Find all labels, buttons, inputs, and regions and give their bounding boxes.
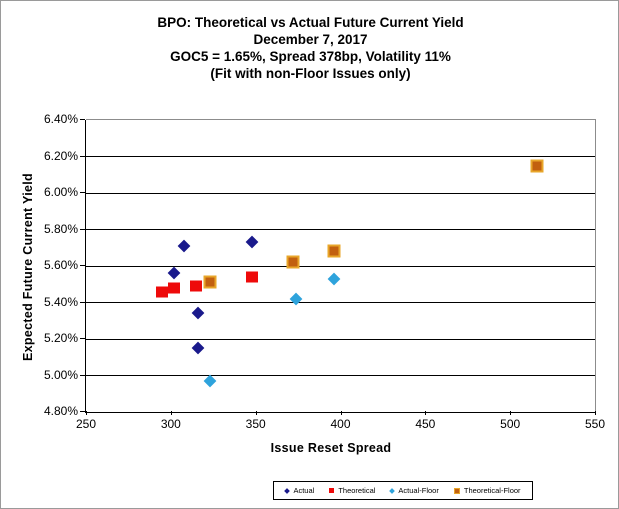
data-point-theoretical	[246, 271, 259, 283]
data-point-theoretical-floor	[530, 159, 544, 173]
theoretical-marker-icon	[329, 488, 335, 493]
x-tick-label: 300	[160, 417, 181, 431]
data-point-theoretical	[156, 286, 169, 298]
x-axis-line	[85, 412, 595, 413]
data-point-actual	[178, 239, 191, 253]
x-tick-label: 500	[500, 417, 521, 431]
x-axis-tick	[170, 411, 172, 415]
data-point-theoretical	[190, 280, 203, 292]
y-tick-label: 5.00%	[43, 367, 78, 382]
data-point-actual-floor	[203, 374, 217, 388]
y-tick-label: 5.40%	[43, 294, 78, 309]
legend: Actual Theoretical Actual-Floor Theoretical…	[273, 481, 533, 500]
actual-marker-icon	[284, 487, 291, 494]
x-axis-tick	[425, 411, 427, 415]
gridline	[86, 302, 595, 303]
actual-floor-marker-icon	[389, 487, 396, 494]
y-axis-tick	[80, 338, 85, 339]
data-point-actual	[191, 341, 205, 355]
data-point-theoretical-floor	[327, 244, 341, 258]
chart-title: BPO: Theoretical vs Actual Future Curren…	[157, 15, 464, 30]
x-axis-tick	[510, 411, 512, 415]
legend-item-actual: Actual	[284, 486, 315, 495]
x-axis-tick	[340, 411, 342, 415]
data-point-theoretical	[168, 282, 181, 294]
legend-label: Theoretical-Floor	[463, 486, 521, 495]
x-axis-tick	[86, 411, 87, 415]
legend-label: Theoretical	[338, 486, 376, 495]
data-point-actual-floor	[327, 272, 341, 286]
y-tick-label: 5.80%	[43, 221, 78, 236]
x-tick-label: 550	[584, 417, 606, 431]
y-axis-tick	[80, 301, 85, 303]
legend-item-actual-floor: Actual-Floor	[389, 486, 439, 495]
x-axis-title: Issue Reset Spread	[270, 441, 392, 455]
x-tick-label: 400	[330, 417, 351, 431]
y-axis-tick	[80, 119, 85, 120]
gridline	[86, 156, 595, 157]
chart-subtitle-date: December 7, 2017	[253, 32, 368, 47]
x-tick-label: 450	[415, 417, 436, 431]
y-axis-line	[85, 120, 86, 412]
gridline	[86, 265, 595, 267]
gridline	[86, 375, 595, 376]
legend-item-theoretical-floor: Theoretical-Floor	[453, 486, 521, 495]
gridline	[86, 338, 595, 340]
data-point-actual	[191, 307, 205, 320]
y-axis-tick	[80, 374, 85, 376]
x-axis-tick	[595, 411, 596, 415]
chart-subtitle-note: (Fit with non-Floor Issues only)	[210, 66, 411, 81]
data-point-actual	[245, 235, 259, 249]
legend-label: Actual	[293, 486, 315, 495]
y-axis-tick	[80, 411, 85, 412]
data-point-actual-floor	[290, 292, 303, 306]
data-point-theoretical-floor	[286, 255, 300, 269]
y-tick-label: 6.00%	[43, 185, 78, 199]
gridline	[86, 192, 595, 194]
chart-title-block: BPO: Theoretical vs Actual Future Curren…	[1, 14, 618, 82]
y-tick-label: 4.80%	[43, 404, 78, 418]
y-tick-label: 5.20%	[43, 331, 78, 345]
y-tick-label: 5.60%	[43, 258, 78, 272]
theoretical-floor-marker-icon	[453, 487, 460, 494]
legend-label: Actual-Floor	[398, 486, 439, 495]
y-tick-label: 6.40%	[43, 112, 78, 126]
x-tick-label: 350	[245, 417, 266, 431]
x-tick-label: 250	[75, 417, 97, 431]
data-point-theoretical-floor	[203, 275, 217, 289]
plot-area	[85, 119, 596, 413]
data-point-actual	[167, 266, 181, 280]
gridline	[86, 229, 595, 230]
y-tick-label: 6.20%	[43, 148, 78, 163]
y-axis-tick	[80, 155, 85, 157]
legend-item-theoretical: Theoretical	[329, 486, 375, 495]
y-axis-tick	[80, 265, 85, 266]
x-axis-tick	[255, 411, 257, 415]
y-axis-tick	[80, 192, 85, 193]
y-axis-tick	[80, 228, 85, 230]
chart-subtitle-params: GOC5 = 1.65%, Spread 378bp, Volatility 1…	[170, 49, 451, 64]
